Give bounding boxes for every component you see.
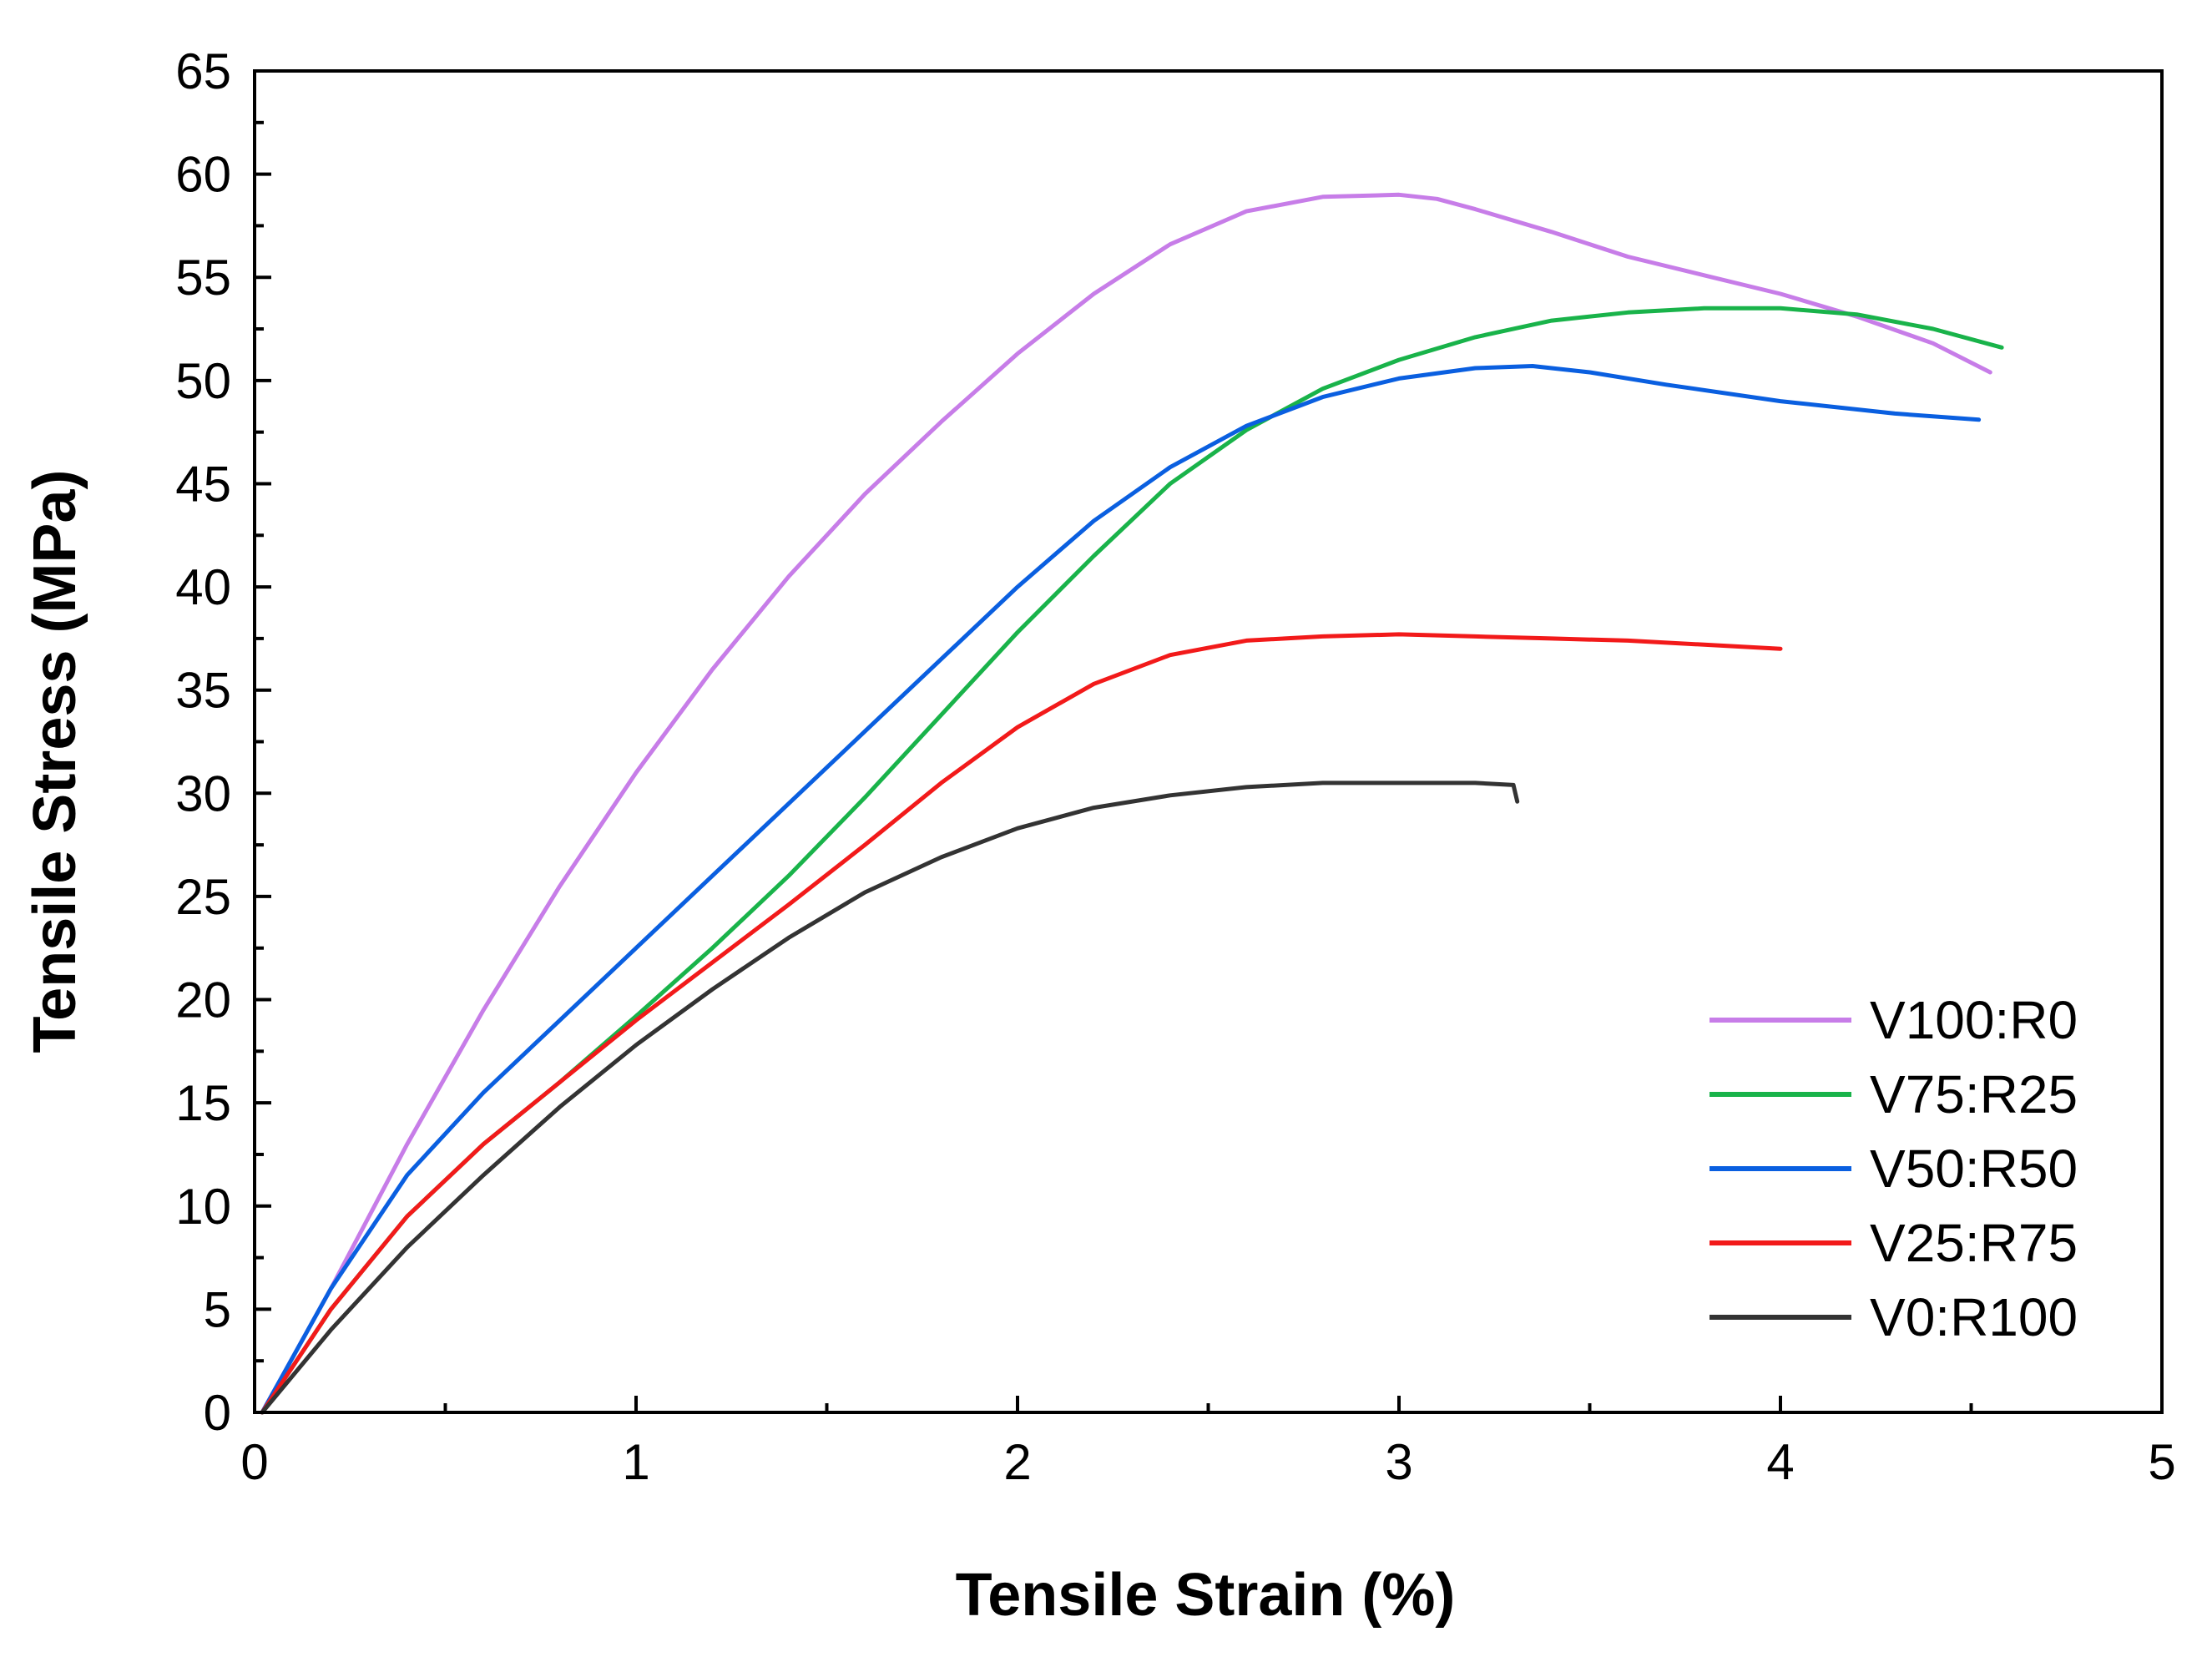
- legend-label: V25:R75: [1870, 1213, 2078, 1273]
- y-tick-label: 55: [175, 250, 231, 306]
- legend-item: V25:R75: [1710, 1213, 2078, 1273]
- y-tick-label: 5: [204, 1281, 231, 1337]
- y-tick-label: 10: [175, 1179, 231, 1235]
- y-tick-label: 40: [175, 559, 231, 615]
- axes: [253, 69, 2164, 1414]
- y-tick-label: 15: [175, 1075, 231, 1131]
- legend-label: V0:R100: [1870, 1287, 2078, 1347]
- legend-item: V100:R0: [1710, 990, 2078, 1050]
- x-tick-label: 4: [1766, 1434, 1794, 1490]
- series-line-v50-r50: [260, 364, 1982, 1415]
- y-tick-label: 50: [175, 353, 231, 409]
- legend-label: V100:R0: [1870, 990, 2078, 1050]
- y-tick-label: 30: [175, 765, 231, 821]
- y-tick-label: 60: [175, 147, 231, 203]
- x-axis-title: Tensile Strain (%): [956, 1562, 1456, 1629]
- legend: V100:R0 V75:R25 V50:R50 V25:R75 V0:R100: [1710, 990, 2078, 1347]
- y-tick-label: 25: [175, 869, 231, 925]
- y-tick-label: 0: [204, 1385, 231, 1441]
- y-tick-label: 20: [175, 972, 231, 1028]
- plot-frame: [253, 69, 2164, 1414]
- series-line-v0-r100: [260, 781, 1520, 1415]
- tick-marks: [253, 69, 2164, 1414]
- legend-label: V75:R25: [1870, 1064, 2078, 1124]
- series-line-v25-r75: [260, 632, 1783, 1415]
- legend-item: V50:R50: [1710, 1139, 2078, 1199]
- x-tick-label: 2: [1003, 1434, 1031, 1490]
- y-tick-label: 65: [175, 43, 231, 99]
- x-tick-label: 0: [240, 1434, 268, 1490]
- legend-label: V50:R50: [1870, 1139, 2078, 1199]
- y-axis-title: Tensile Stress (MPa): [22, 470, 88, 1053]
- y-tick-label: 35: [175, 663, 231, 719]
- x-tick-label: 5: [2148, 1434, 2175, 1490]
- series-line-v75-r25: [260, 306, 2004, 1415]
- x-tick-label: 1: [622, 1434, 649, 1490]
- series-line-v100-r0: [260, 192, 1992, 1415]
- series-lines: [260, 192, 2004, 1415]
- x-tick-label: 3: [1385, 1434, 1412, 1490]
- legend-item: V0:R100: [1710, 1287, 2078, 1347]
- legend-item: V75:R25: [1710, 1064, 2078, 1124]
- y-tick-label: 45: [175, 456, 231, 512]
